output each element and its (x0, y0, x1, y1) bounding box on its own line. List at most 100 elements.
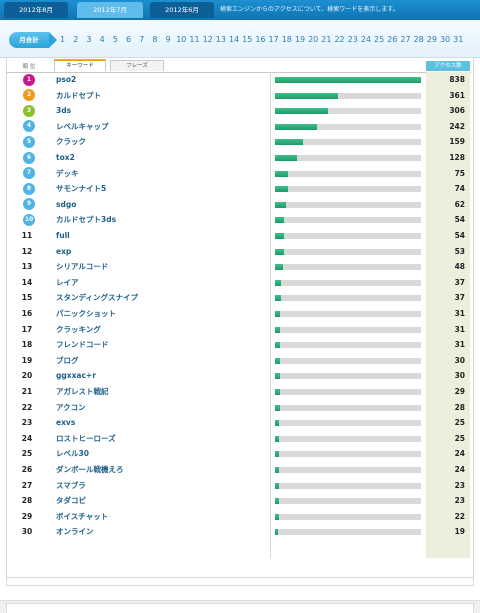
rank-number: 20 (21, 371, 33, 381)
access-bar-fill (275, 373, 281, 380)
rank-medal-icon: 5 (23, 135, 35, 148)
access-count: 29 (454, 387, 465, 396)
access-count: 31 (454, 324, 465, 334)
day-link[interactable]: 22 (334, 35, 345, 44)
day-link[interactable]: 30 (439, 35, 451, 44)
day-link[interactable]: 16 (255, 35, 266, 44)
column-divider (270, 72, 271, 558)
keyword-link[interactable]: デッキ (56, 168, 79, 178)
keyword-link[interactable]: カルドセプト (56, 90, 101, 100)
keyword-link[interactable]: 3ds (56, 106, 72, 116)
access-count: 37 (454, 293, 465, 303)
day-link[interactable]: 4 (99, 35, 105, 44)
monthly-total-button[interactable]: 月合計 (9, 32, 57, 48)
keyword-link[interactable]: レイア (56, 277, 79, 287)
keyword-link[interactable]: アクコン (56, 402, 86, 412)
access-bar-track (275, 326, 421, 333)
day-link[interactable]: 28 (413, 35, 424, 44)
day-link[interactable]: 23 (347, 35, 358, 44)
day-link[interactable]: 31 (453, 35, 464, 44)
day-link[interactable]: 9 (165, 35, 171, 44)
keyword-link[interactable]: クラッキング (56, 324, 101, 334)
day-link[interactable]: 6 (125, 35, 132, 44)
day-link[interactable]: 11 (189, 35, 200, 44)
keyword-link[interactable]: exp (56, 246, 72, 256)
day-link[interactable]: 18 (281, 35, 292, 44)
access-bar-track (275, 451, 421, 458)
access-bar-fill (275, 326, 281, 333)
table-row: 1 pso2 838 (7, 72, 471, 88)
day-link[interactable]: 19 (294, 35, 306, 44)
keyword-link[interactable]: スタンディングスナイプ (56, 293, 138, 303)
day-list: 1 2 3 4 5 6 7 8 9 10 11 12 13 14 15 16 17 18 19 20 21 22 23 24 2… (56, 32, 465, 48)
keyword-link[interactable]: exvs (56, 418, 76, 428)
day-link[interactable]: 25 (374, 35, 385, 44)
keyword-link[interactable]: ブログ (56, 355, 79, 365)
day-link[interactable]: 24 (360, 35, 371, 44)
access-bar-track (275, 467, 421, 473)
day-link[interactable]: 3 (86, 35, 92, 44)
keyword-link[interactable]: クラック (56, 137, 86, 147)
access-bar-track (275, 170, 421, 177)
rank-number: 11 (21, 231, 33, 240)
keyword-link[interactable]: シリアルコード (56, 262, 109, 272)
keyword-link[interactable]: sdgo (56, 199, 77, 209)
day-link[interactable]: 26 (387, 35, 398, 44)
keyword-link[interactable]: パニックショット (56, 309, 116, 318)
day-link[interactable]: 27 (400, 35, 411, 44)
keyword-link[interactable]: サモンナイト5 (56, 184, 107, 194)
keyword-link[interactable]: レベルキャップ (56, 121, 109, 131)
day-link[interactable]: 12 (202, 35, 213, 44)
access-bar-track (275, 373, 421, 380)
keyword-link[interactable]: tox2 (56, 153, 75, 162)
day-link[interactable]: 10 (176, 35, 187, 44)
table-row: 11 full 54 (7, 228, 471, 244)
keyword-link[interactable]: ロストヒーローズ (56, 433, 116, 443)
table-row: 12 exp 53 (7, 244, 471, 260)
access-bar-fill (275, 529, 279, 536)
rank-number: 26 (21, 465, 33, 474)
tab-month-aug[interactable]: 2012年8月 (4, 2, 68, 18)
day-link[interactable]: 15 (242, 35, 253, 44)
keyword-link[interactable]: フレンドコード (56, 340, 109, 350)
rank-medal-icon: 1 (23, 73, 35, 86)
keyword-link[interactable]: オンライン (56, 527, 94, 537)
day-link[interactable]: 17 (268, 35, 279, 44)
tab-month-jun[interactable]: 2012年6月 (150, 2, 214, 18)
tab-month-jul[interactable]: 2012年7月 (77, 2, 143, 18)
keyword-link[interactable]: ダンボール戦機えろ (56, 465, 124, 474)
access-count: 24 (454, 449, 465, 459)
day-link[interactable]: 7 (139, 35, 145, 44)
panel-footer (6, 578, 474, 586)
access-count: 62 (454, 199, 465, 209)
keyword-link[interactable]: スマブラ (56, 480, 86, 490)
keyword-link[interactable]: レベル30 (56, 449, 89, 459)
keyword-link[interactable]: ggxxac+r (56, 371, 96, 381)
table-row: 21 アガレスト戦記 29 (7, 384, 471, 400)
day-link[interactable]: 29 (426, 35, 437, 44)
day-link[interactable]: 5 (112, 35, 118, 44)
day-link[interactable]: 1 (60, 35, 66, 44)
rank-medal-icon: 10 (23, 213, 35, 226)
table-row: 4 レベルキャップ 242 (7, 119, 471, 135)
day-link[interactable]: 14 (228, 35, 240, 44)
day-link[interactable]: 21 (321, 35, 332, 44)
day-link[interactable]: 8 (152, 35, 158, 44)
day-link[interactable]: 2 (73, 35, 79, 44)
keyword-link[interactable]: カルドセプト3ds (56, 215, 117, 225)
keyword-link[interactable]: アガレスト戦記 (56, 387, 109, 396)
keyword-link[interactable]: pso2 (56, 75, 77, 84)
access-count-column (426, 72, 470, 558)
day-link[interactable]: 20 (308, 35, 319, 44)
keyword-link[interactable]: ボイスチャット (56, 511, 109, 521)
table-row: 17 クラッキング 31 (7, 322, 471, 338)
table-row: 2 カルドセプト 361 (7, 88, 471, 104)
tab-keyword[interactable]: キーワード (54, 59, 106, 71)
rank-column-header: 順 位 (22, 64, 36, 70)
day-link[interactable]: 13 (215, 35, 226, 44)
keyword-link[interactable]: full (56, 231, 70, 240)
table-row: 30 オンライン 19 (7, 524, 471, 540)
access-bar-track (275, 264, 421, 271)
keyword-link[interactable]: タダコピ (56, 496, 86, 506)
tab-phrase[interactable]: フレーズ (110, 60, 164, 71)
